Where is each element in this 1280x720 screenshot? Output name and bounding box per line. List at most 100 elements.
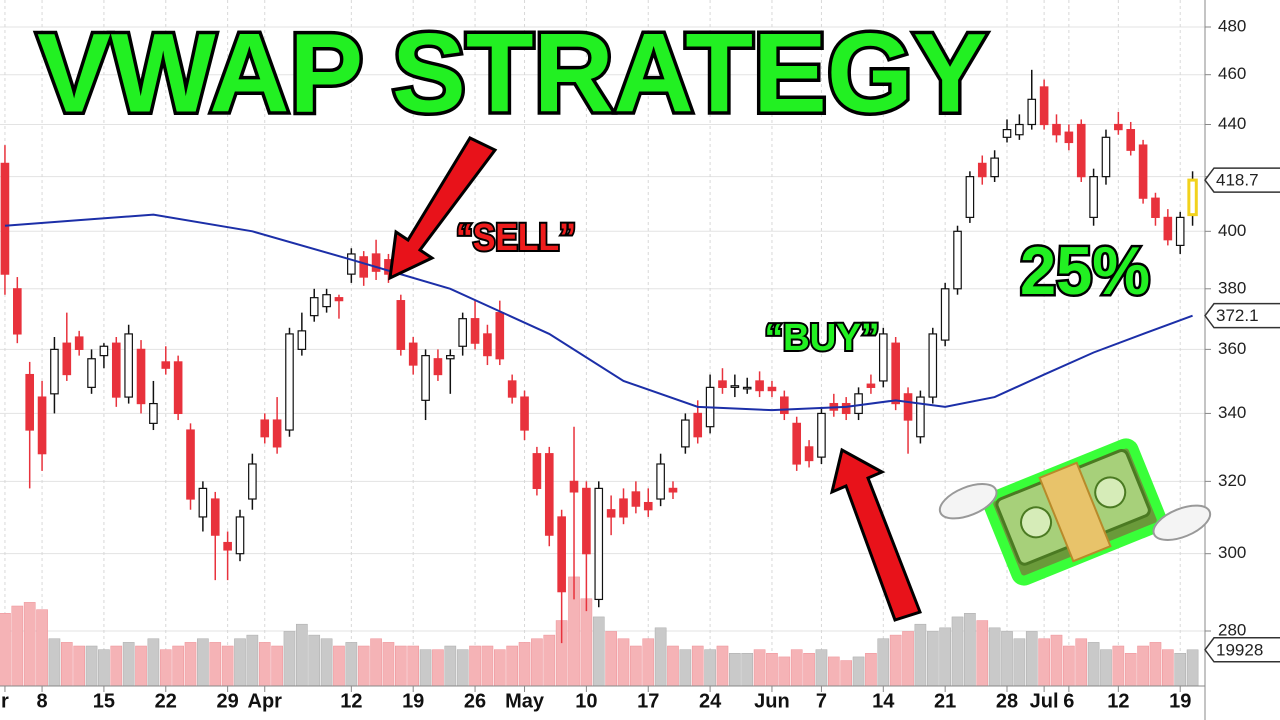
last-close-label-box — [1204, 167, 1280, 193]
volume-bar — [1174, 653, 1187, 687]
volume-bar — [432, 649, 444, 687]
volume-bar — [939, 627, 951, 687]
candle-body — [544, 453, 554, 536]
candle-body — [445, 355, 455, 360]
candle-body — [866, 383, 876, 388]
candle-body — [569, 480, 579, 493]
volume-bar — [679, 649, 692, 687]
volume-bar — [976, 620, 989, 687]
volume-bar — [964, 613, 976, 687]
candle-body — [1175, 216, 1185, 247]
volume-bar — [221, 645, 234, 687]
candle-body — [1002, 129, 1012, 138]
volume-bar — [283, 631, 296, 687]
last-close-label: 418.7 — [1216, 171, 1259, 190]
volume-bar — [840, 660, 853, 687]
candle-body — [507, 380, 517, 398]
last-vwap-label-box — [1204, 302, 1280, 329]
x-tick-label: 21 — [934, 690, 956, 712]
volume-bar — [159, 649, 172, 687]
candle-body — [619, 498, 628, 518]
x-tick-label: 29 — [217, 690, 239, 712]
candle-body — [903, 393, 913, 421]
candle-body — [1138, 144, 1148, 199]
candle-body — [186, 429, 195, 500]
volume-bar — [98, 649, 110, 687]
x-tick-label: 10 — [575, 690, 597, 712]
candle-body — [161, 361, 171, 369]
volume-bar — [271, 645, 283, 687]
candle-body — [37, 396, 47, 455]
candle-body — [780, 396, 789, 415]
candle-body — [371, 253, 381, 272]
volume-bar — [852, 656, 865, 687]
last-volume-label: 19928 — [1216, 640, 1263, 659]
candle-body — [111, 342, 121, 398]
candle-body — [742, 386, 752, 390]
volume-bar — [209, 642, 222, 687]
volume-bar — [691, 645, 704, 687]
candle-body — [730, 385, 740, 388]
candle-body — [557, 516, 566, 593]
volume-bar — [654, 627, 667, 687]
plot-area — [0, 0, 1205, 687]
volume-bar — [197, 638, 209, 687]
volume-bar — [865, 653, 877, 687]
volume-bar — [1050, 634, 1063, 687]
candle-body — [755, 380, 764, 392]
candle-body — [582, 487, 591, 555]
y-tick-label: 440 — [1218, 114, 1246, 133]
candle-body — [149, 402, 158, 424]
volume-bar — [531, 638, 543, 687]
x-tick-label: 28 — [996, 690, 1018, 712]
volume-bar — [48, 638, 61, 687]
volume-bar — [1162, 649, 1174, 687]
volume-bar — [60, 642, 73, 687]
volume-bar — [147, 638, 160, 687]
volume-bar — [258, 642, 271, 687]
candle-body — [1163, 216, 1173, 241]
candle-body — [272, 419, 282, 448]
y-tick-label: 400 — [1218, 221, 1246, 240]
candle-body — [1064, 131, 1074, 144]
y-tick-label: 460 — [1218, 64, 1246, 83]
volume-bar — [988, 627, 1001, 687]
volume-bar — [902, 631, 914, 687]
volume-bar — [296, 623, 308, 687]
volume-bar — [803, 653, 815, 687]
gain-label: 25% — [1020, 233, 1150, 309]
volume-bar — [1186, 649, 1199, 687]
volume-bar — [543, 634, 556, 687]
volume-bar — [605, 631, 617, 687]
volume-bar — [110, 645, 123, 687]
candle-body — [50, 348, 59, 395]
candle-body — [1187, 178, 1198, 217]
x-tick-label: 12 — [1107, 690, 1129, 712]
volume-bar — [493, 649, 506, 687]
vwap-line — [4, 213, 1193, 412]
candle-body — [693, 412, 703, 438]
y-tick-label: 340 — [1218, 403, 1246, 422]
candle-body — [13, 288, 22, 335]
candle-body — [1101, 136, 1111, 178]
volume-bar — [444, 645, 457, 687]
volume-bar — [469, 645, 481, 687]
volume-bar — [592, 616, 605, 687]
x-tick-label: 19 — [1169, 690, 1191, 712]
candle-body — [25, 373, 35, 431]
candle-body — [347, 253, 356, 275]
volume-bar — [234, 638, 246, 687]
candle-body — [285, 333, 294, 431]
volume-bar — [729, 653, 741, 687]
volume-bar — [481, 645, 494, 687]
y-tick-label: 380 — [1218, 278, 1246, 297]
candle-body — [965, 176, 975, 218]
volume-bar — [135, 645, 147, 687]
candle-body — [804, 446, 814, 462]
volume-bar — [667, 645, 679, 687]
x-tick-label: 6 — [1063, 690, 1074, 712]
volume-bar — [320, 638, 333, 687]
candle-body — [767, 386, 777, 392]
x-tick-label: Jul — [1030, 690, 1059, 712]
